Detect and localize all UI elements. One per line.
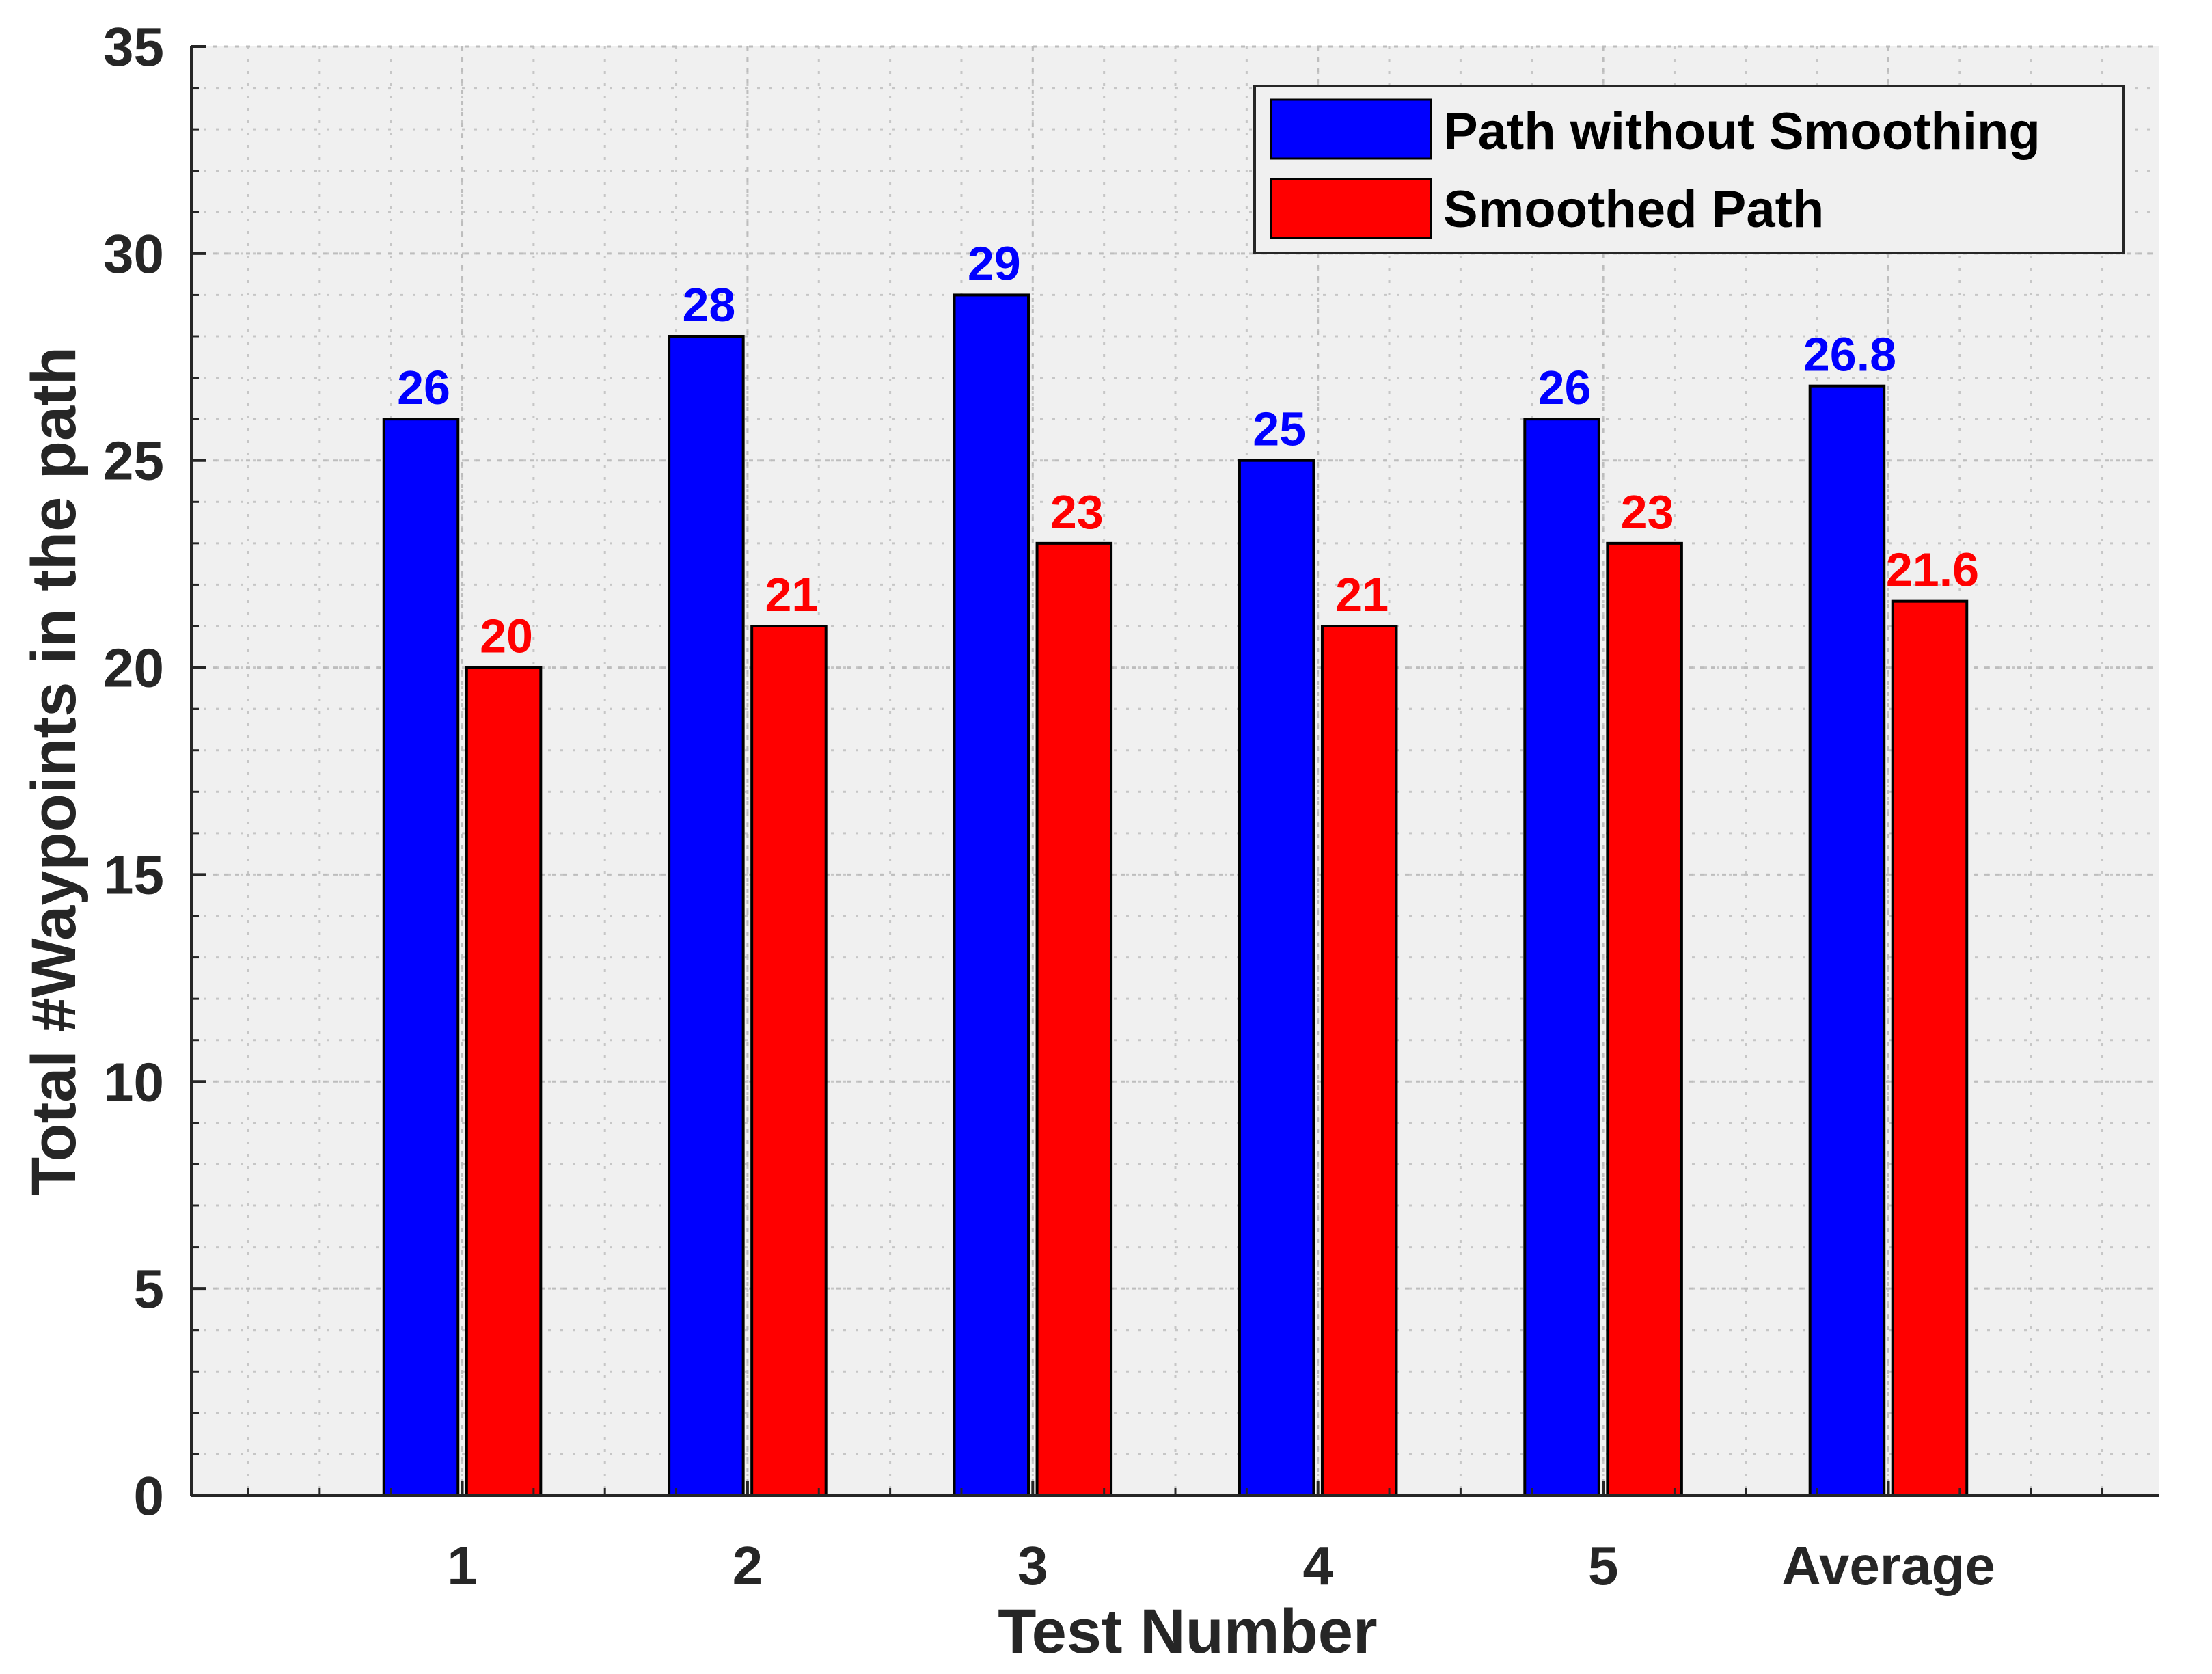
- data-label-smoothed-3: 21: [1335, 568, 1389, 621]
- x-tick-label: Average: [1781, 1535, 1995, 1596]
- bar-without-smoothing-0: [382, 418, 460, 1498]
- data-label-without-smoothing-4: 26: [1538, 361, 1592, 414]
- data-label-without-smoothing-1: 28: [682, 278, 735, 332]
- y-axis-title: Total #Waypoints in the path: [19, 347, 89, 1196]
- bars: [382, 293, 1969, 1498]
- data-label-smoothed-1: 21: [765, 568, 818, 621]
- axes: [190, 45, 2159, 1497]
- data-label-without-smoothing-0: 26: [397, 361, 450, 414]
- y-tick-label: 15: [103, 844, 164, 905]
- x-tick-label: 2: [733, 1535, 763, 1596]
- legend-swatch-without-smoothing: [1270, 98, 1432, 160]
- bar-smoothed-1: [750, 625, 828, 1497]
- y-tick-labels: 0 5 10 15 20 25 30 35: [103, 16, 164, 1526]
- y-tick-label: 0: [134, 1466, 165, 1526]
- bar-smoothed-5: [1891, 599, 1969, 1498]
- data-label-without-smoothing-3: 25: [1253, 403, 1306, 456]
- y-tick-label: 10: [103, 1051, 164, 1112]
- data-labels: 26 28 29 25 26 26.8 20 21 23 21 23 21.6: [397, 237, 1979, 662]
- bar-without-smoothing-2: [953, 293, 1030, 1497]
- legend-label-smoothed: Smoothed Path: [1443, 180, 1824, 239]
- y-tick-label: 35: [103, 16, 164, 77]
- y-tick-label: 20: [103, 638, 164, 699]
- legend: Path without Smoothing Smoothed Path: [1253, 85, 2125, 254]
- bar-smoothed-2: [1035, 541, 1113, 1497]
- bar-without-smoothing-3: [1238, 459, 1315, 1498]
- y-tick-label: 5: [134, 1258, 165, 1319]
- x-tick-label: 4: [1302, 1535, 1333, 1596]
- x-tick-label: 5: [1588, 1535, 1619, 1596]
- x-tick-label: 3: [1018, 1535, 1048, 1596]
- y-tick-label: 30: [103, 224, 164, 284]
- data-label-without-smoothing-5: 26.8: [1803, 328, 1896, 381]
- legend-swatch-smoothed: [1270, 178, 1432, 239]
- data-label-without-smoothing-2: 29: [968, 237, 1021, 290]
- data-label-smoothed-5: 21.6: [1886, 543, 1979, 597]
- legend-label-without-smoothing: Path without Smoothing: [1443, 103, 2040, 161]
- bar-without-smoothing-1: [668, 335, 745, 1497]
- y-tick-label: 25: [103, 431, 164, 491]
- bar-smoothed-4: [1606, 541, 1683, 1497]
- x-tick-labels: 1 2 3 4 5 Average: [447, 1535, 1995, 1596]
- bar-smoothed-3: [1320, 625, 1398, 1497]
- x-axis-title: Test Number: [998, 1597, 1378, 1666]
- bar-smoothed-0: [465, 666, 543, 1497]
- data-label-smoothed-0: 20: [480, 610, 533, 663]
- data-label-smoothed-4: 23: [1621, 485, 1674, 539]
- bar-without-smoothing-4: [1523, 418, 1600, 1498]
- bar-without-smoothing-5: [1808, 384, 1886, 1498]
- x-tick-label: 1: [447, 1535, 478, 1596]
- data-label-smoothed-2: 23: [1050, 485, 1104, 539]
